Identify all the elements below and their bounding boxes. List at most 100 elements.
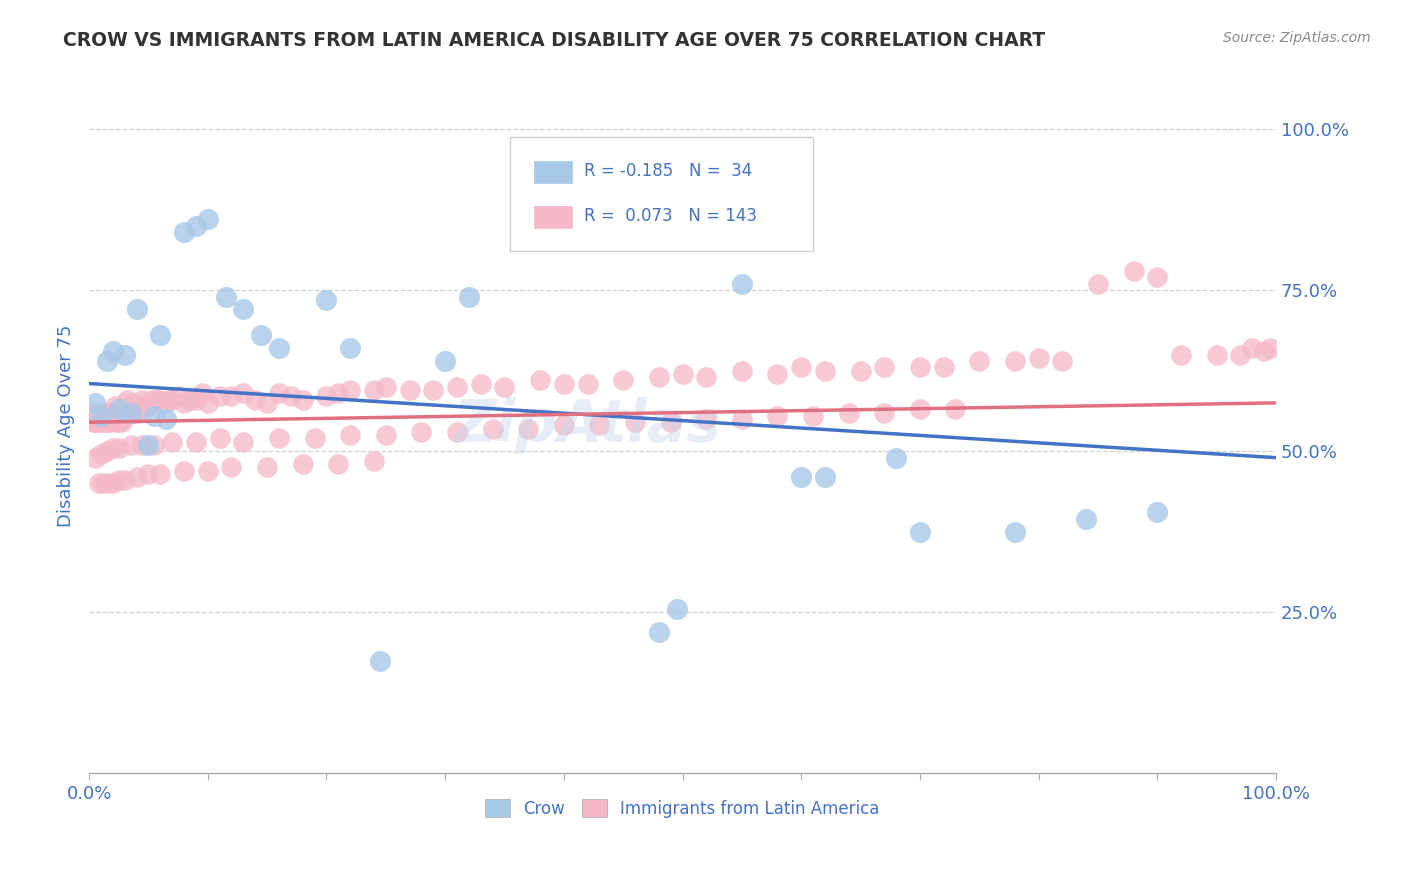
Point (648, 370, 671, 384)
Point (873, 405, 896, 419)
Point (766, 409, 789, 423)
Point (97, 476, 120, 491)
FancyBboxPatch shape (510, 136, 813, 252)
Point (125, 302, 148, 317)
Point (659, 415, 682, 429)
Point (1052, 354, 1074, 368)
Point (87, 476, 110, 491)
Point (1258, 341, 1281, 355)
Point (160, 392, 183, 407)
Point (108, 412, 131, 426)
Point (94, 412, 117, 426)
Point (588, 418, 610, 433)
Point (1004, 354, 1026, 368)
Point (1205, 347, 1227, 361)
Point (339, 428, 361, 442)
Text: ZipAtlas: ZipAtlas (454, 397, 721, 454)
Point (1229, 347, 1251, 361)
Point (374, 428, 396, 442)
Point (101, 441, 124, 455)
Point (766, 367, 789, 381)
Point (256, 460, 278, 475)
Point (101, 344, 124, 359)
Point (1004, 524, 1026, 539)
Point (197, 464, 219, 478)
Point (1146, 270, 1168, 285)
Point (87, 415, 110, 429)
Point (1170, 347, 1192, 361)
Text: R =  0.073   N = 143: R = 0.073 N = 143 (583, 207, 756, 225)
Point (422, 383, 444, 397)
Point (790, 360, 813, 375)
Point (157, 392, 180, 407)
Point (884, 450, 907, 465)
Point (945, 402, 967, 417)
Point (1074, 512, 1097, 526)
Point (339, 383, 361, 397)
Point (208, 431, 231, 445)
Text: Source: ZipAtlas.com: Source: ZipAtlas.com (1223, 31, 1371, 45)
Point (143, 409, 166, 423)
Point (731, 277, 754, 291)
Point (908, 360, 931, 375)
Point (304, 431, 326, 445)
Point (179, 392, 201, 407)
Point (83, 415, 105, 429)
Point (96, 354, 118, 368)
Point (731, 364, 754, 378)
Point (90, 409, 112, 423)
Point (131, 392, 153, 407)
Point (155, 412, 177, 426)
Point (1122, 264, 1144, 278)
Point (173, 396, 195, 410)
Point (138, 467, 160, 481)
Point (315, 293, 337, 307)
Point (184, 434, 207, 449)
Point (967, 354, 990, 368)
Point (125, 405, 148, 419)
Point (107, 409, 129, 423)
Point (153, 396, 176, 410)
Point (138, 399, 160, 413)
Point (86, 415, 108, 429)
Point (328, 386, 350, 401)
Point (115, 392, 138, 407)
Point (1087, 277, 1109, 291)
Point (84, 450, 107, 465)
Point (814, 470, 837, 484)
Point (1028, 351, 1050, 365)
Point (114, 405, 136, 419)
Point (197, 212, 219, 227)
Point (232, 434, 254, 449)
Point (553, 418, 575, 433)
Point (173, 464, 195, 478)
Point (256, 396, 278, 410)
Point (291, 457, 314, 471)
Y-axis label: Disability Age Over 75: Disability Age Over 75 (58, 324, 75, 526)
Point (1253, 344, 1275, 359)
Point (339, 341, 361, 355)
FancyBboxPatch shape (534, 206, 572, 228)
Point (553, 376, 575, 391)
Point (280, 389, 302, 403)
Point (160, 434, 183, 449)
Point (107, 402, 129, 417)
Point (101, 409, 124, 423)
Point (457, 289, 479, 303)
Point (250, 328, 273, 343)
Text: CROW VS IMMIGRANTS FROM LATIN AMERICA DISABILITY AGE OVER 75 CORRELATION CHART: CROW VS IMMIGRANTS FROM LATIN AMERICA DI… (63, 31, 1046, 50)
Point (368, 654, 391, 668)
Point (100, 412, 122, 426)
Point (665, 602, 688, 616)
Point (114, 347, 136, 361)
Point (184, 219, 207, 233)
Point (107, 441, 129, 455)
Point (267, 386, 290, 401)
Point (648, 624, 671, 639)
Point (232, 302, 254, 317)
Point (374, 380, 396, 394)
Point (149, 392, 172, 407)
Point (118, 399, 141, 413)
Point (93, 415, 115, 429)
Point (197, 396, 219, 410)
